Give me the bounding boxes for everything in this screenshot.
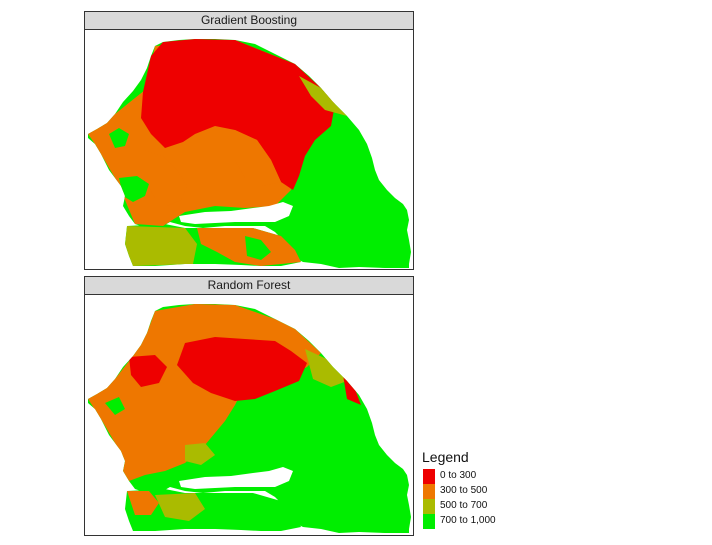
legend-items: 0 to 300 300 to 500 500 to 700 700 to 1,000 [422, 469, 532, 529]
legend-title: Legend [422, 449, 469, 465]
map-region-300-500 [145, 150, 187, 206]
legend-item: 0 to 300 [422, 469, 532, 484]
panel-title: Random Forest [207, 278, 291, 292]
map-region-700-1000 [109, 128, 129, 148]
map-region-500-700 [299, 76, 347, 116]
map-region-500-700 [185, 443, 215, 465]
map-region-0-300 [129, 355, 167, 387]
legend-item: 700 to 1,000 [422, 514, 532, 529]
legend-swatch [423, 469, 435, 484]
legend-item: 300 to 500 [422, 484, 532, 499]
legend-swatch [423, 484, 435, 499]
map-region-700-1000 [105, 397, 125, 415]
legend-label: 700 to 1,000 [440, 515, 496, 526]
map-legend: Legend 0 to 300 300 to 500 500 to 700 700 t… [422, 449, 532, 529]
panel-title-strip: Gradient Boosting [84, 11, 414, 30]
map-area [84, 294, 414, 536]
legend-label: 300 to 500 [440, 485, 488, 496]
map-region-500-700 [305, 349, 347, 387]
map-region-0-300 [141, 39, 335, 190]
legend-item: 500 to 700 [422, 499, 532, 514]
map-region-0-300 [343, 375, 361, 405]
map-region-700-1000 [119, 176, 149, 202]
map-region-500-700 [155, 493, 205, 521]
senegal-map [88, 304, 411, 533]
legend-label: 0 to 300 [440, 470, 477, 481]
map-region-300-500 [127, 491, 159, 515]
panel-title-strip: Random Forest [84, 276, 414, 295]
senegal-map [88, 39, 411, 268]
map-area [84, 29, 414, 270]
map-region-300-500 [235, 130, 281, 186]
panel-title: Gradient Boosting [200, 13, 298, 27]
map-region-0-300 [177, 337, 307, 401]
legend-swatch [423, 499, 435, 514]
legend-label: 500 to 700 [440, 500, 488, 511]
map-region-500-700 [125, 226, 197, 266]
map-region-700-1000 [245, 236, 271, 260]
legend-swatch [423, 514, 435, 529]
